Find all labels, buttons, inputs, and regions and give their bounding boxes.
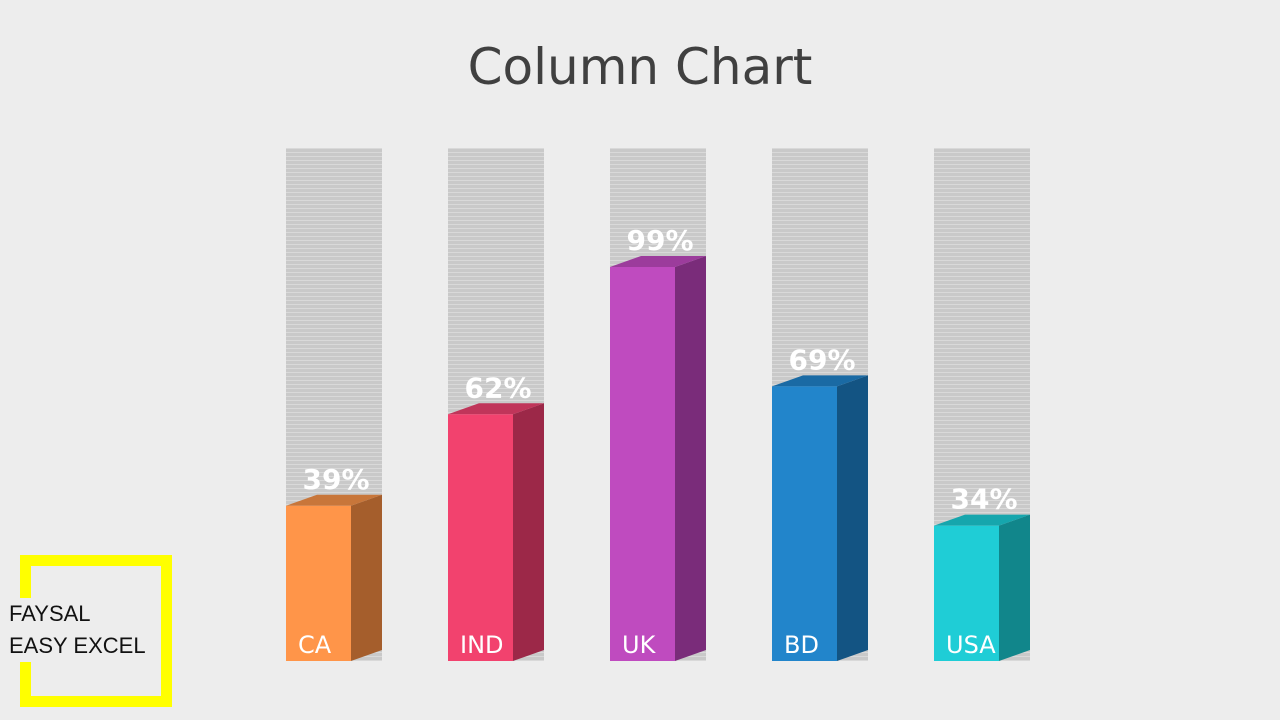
bar-ind <box>448 414 513 661</box>
watermark-line1: FAYSAL <box>9 601 91 626</box>
bar-side-ind <box>513 403 544 661</box>
chart-title: Column Chart <box>467 38 813 96</box>
bar-side-usa <box>999 514 1030 661</box>
bar-side-bd <box>837 375 868 661</box>
category-label-usa: USA <box>946 631 996 659</box>
bar-top-ca <box>286 494 382 506</box>
value-label-ca: 39% <box>302 463 369 496</box>
bar-top-bd <box>772 375 868 387</box>
bar-uk <box>610 267 675 661</box>
bar-side-uk <box>675 256 706 661</box>
value-label-ind: 62% <box>464 371 531 404</box>
category-label-uk: UK <box>622 631 657 659</box>
category-label-ind: IND <box>460 631 504 659</box>
bar-top-usa <box>934 514 1030 526</box>
value-label-bd: 69% <box>788 343 855 376</box>
bar-bd <box>772 386 837 661</box>
category-label-bd: BD <box>784 631 819 659</box>
bar-top-ind <box>448 403 544 415</box>
watermark-line2: EASY EXCEL <box>9 633 146 658</box>
bar-usa <box>934 525 999 661</box>
bar-side-ca <box>351 494 382 661</box>
category-label-ca: CA <box>298 631 332 659</box>
value-label-uk: 99% <box>626 224 693 257</box>
bar-top-uk <box>610 256 706 267</box>
value-label-usa: 34% <box>950 483 1017 516</box>
watermark: FAYSAL EASY EXCEL <box>0 598 150 662</box>
bar-ca <box>286 505 351 661</box>
